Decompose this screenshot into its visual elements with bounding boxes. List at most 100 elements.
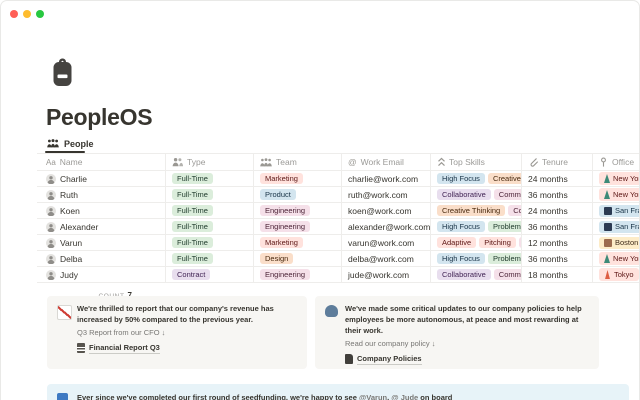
skills-cell[interactable]: Creative Thinking Communication	[431, 203, 522, 218]
name-cell[interactable]: Varun	[37, 235, 166, 250]
office-cell[interactable]: New York	[593, 251, 639, 266]
email-value: delba@work.com	[348, 253, 414, 264]
column-header-tenure[interactable]: Tenure	[522, 154, 593, 170]
column-header-name[interactable]: Name	[37, 154, 166, 170]
office-cell[interactable]: Boston	[593, 235, 639, 250]
person-name: Alexander	[60, 221, 99, 232]
announcement-message: Ever since we've completed our first rou…	[77, 392, 621, 400]
skill-tag: High Focus	[437, 172, 485, 185]
table-row: Charlie Full-Time Marketing charlie@work…	[37, 171, 639, 187]
bridge-at-night-icon	[604, 206, 612, 215]
column-header-type[interactable]: Type	[166, 154, 254, 170]
name-cell[interactable]: Charlie	[37, 171, 166, 186]
zoom-window-button[interactable]	[36, 10, 44, 18]
type-cell[interactable]: Full-Time	[166, 235, 254, 250]
skill-tag: Problem Solving	[487, 220, 521, 233]
view-tab-people[interactable]: People	[47, 137, 94, 151]
mention-jude[interactable]: @ Jude	[391, 393, 419, 400]
column-header-team[interactable]: Team	[254, 154, 342, 170]
type-cell[interactable]: Contract	[166, 267, 254, 282]
team-cell[interactable]: Marketing	[254, 171, 342, 186]
people-table: Name Type	[37, 153, 639, 297]
policy-subtext: Read our company policy ↓	[345, 339, 436, 348]
tenure-cell[interactable]: 36 months	[522, 251, 593, 266]
tenure-cell[interactable]: 36 months	[522, 219, 593, 234]
chart-increasing-icon	[57, 305, 72, 320]
team-tag: Product	[260, 188, 296, 201]
team-cell[interactable]: Design	[254, 251, 342, 266]
policy-message: We've made some critical updates to our …	[345, 304, 582, 335]
email-value: koen@work.com	[348, 205, 412, 216]
tokyo-tower-icon	[605, 270, 610, 279]
count-calculation[interactable]: COUNT 7	[37, 285, 132, 297]
mention-varun[interactable]: @Varun	[358, 393, 388, 400]
name-cell[interactable]: Koen	[37, 203, 166, 218]
revenue-callout: We're thrilled to report that our compan…	[47, 296, 307, 369]
email-cell[interactable]: jude@work.com	[342, 267, 431, 282]
tenure-cell[interactable]: 36 months	[522, 187, 593, 202]
office-tag: San Francisco	[599, 204, 639, 217]
team-cell[interactable]: Engineering	[254, 267, 342, 282]
tenure-cell[interactable]: 24 months	[522, 203, 593, 218]
people-icon	[260, 157, 272, 167]
type-cell[interactable]: Full-Time	[166, 219, 254, 234]
team-cell[interactable]: Marketing	[254, 235, 342, 250]
office-cell[interactable]: New York	[593, 171, 639, 186]
backpack-icon[interactable]	[51, 54, 74, 93]
office-cell[interactable]: Tokyo	[593, 267, 639, 282]
email-cell[interactable]: koen@work.com	[342, 203, 431, 218]
skills-cell[interactable]: High Focus Creative Thinking	[431, 171, 522, 186]
person-avatar-icon	[46, 173, 56, 184]
tenure-cell[interactable]: 18 months	[522, 267, 593, 282]
team-cell[interactable]: Product	[254, 187, 342, 202]
type-cell[interactable]: Full-Time	[166, 251, 254, 266]
office-cell[interactable]: San Francisco	[593, 219, 639, 234]
active-tab-indicator	[45, 151, 85, 153]
email-cell[interactable]: ruth@work.com	[342, 187, 431, 202]
table-footer: COUNT 7	[37, 283, 639, 297]
name-cell[interactable]: Delba	[37, 251, 166, 266]
company-policies-link[interactable]: Company Policies	[345, 354, 591, 365]
office-cell[interactable]: New York	[593, 187, 639, 202]
type-tag: Full-Time	[172, 252, 213, 265]
type-cell[interactable]: Full-Time	[166, 171, 254, 186]
tenure-value: 36 months	[528, 189, 568, 200]
type-tag: Full-Time	[172, 236, 213, 249]
email-cell[interactable]: alexander@work.com	[342, 219, 431, 234]
person-avatar-icon	[46, 189, 56, 200]
tenure-cell[interactable]: 12 months	[522, 235, 593, 250]
person-avatar-icon	[46, 253, 56, 264]
team-cell[interactable]: Engineering	[254, 203, 342, 218]
team-cell[interactable]: Engineering	[254, 219, 342, 234]
name-cell[interactable]: Judy	[37, 267, 166, 282]
team-tag: Engineering	[260, 220, 311, 233]
type-cell[interactable]: Full-Time	[166, 187, 254, 202]
office-tag: New York	[599, 172, 639, 185]
column-header-work-email[interactable]: Work Email	[342, 154, 431, 170]
table-row: Alexander Full-Time Engineering alexande…	[37, 219, 639, 235]
skill-tag: Pitching	[479, 236, 516, 249]
person-name: Charlie	[60, 173, 87, 184]
type-cell[interactable]: Full-Time	[166, 203, 254, 218]
email-cell[interactable]: delba@work.com	[342, 251, 431, 266]
skills-cell[interactable]: Adaptive Pitching Contributing	[431, 235, 522, 250]
tenure-cell[interactable]: 24 months	[522, 171, 593, 186]
column-header-office[interactable]: Office	[593, 154, 639, 170]
column-header-top-skills[interactable]: Top Skills	[431, 154, 522, 170]
office-cell[interactable]: San Francisco	[593, 203, 639, 218]
statue-of-liberty-icon	[604, 190, 610, 199]
email-cell[interactable]: charlie@work.com	[342, 171, 431, 186]
team-tag: Engineering	[260, 268, 311, 281]
skills-cell[interactable]: High Focus Problem Solving	[431, 251, 522, 266]
type-tag: Full-Time	[172, 172, 213, 185]
skills-cell[interactable]: Collaborative Communication	[431, 187, 522, 202]
financial-report-link[interactable]: Financial Report Q3	[77, 343, 299, 354]
skills-cell[interactable]: High Focus Problem Solving	[431, 219, 522, 234]
email-cell[interactable]: varun@work.com	[342, 235, 431, 250]
minimize-window-button[interactable]	[23, 10, 31, 18]
people-icon	[47, 135, 59, 153]
skills-cell[interactable]: Collaborative Communication	[431, 267, 522, 282]
name-cell[interactable]: Alexander	[37, 219, 166, 234]
close-window-button[interactable]	[10, 10, 18, 18]
name-cell[interactable]: Ruth	[37, 187, 166, 202]
